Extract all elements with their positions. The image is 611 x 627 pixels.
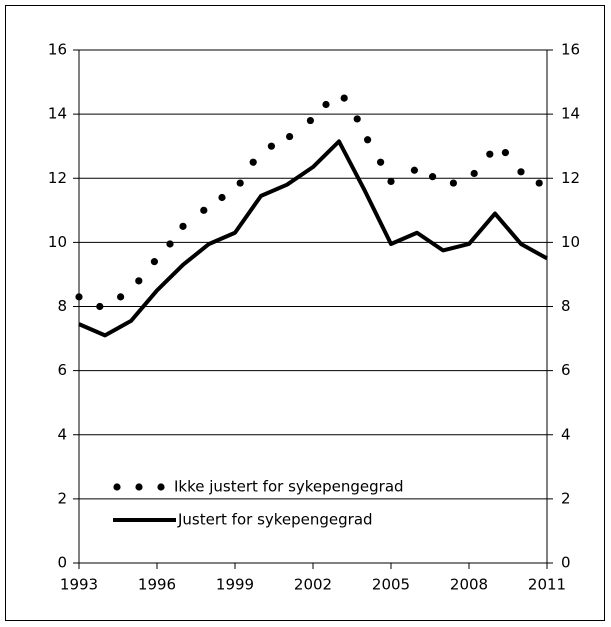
legend-label: Justert for sykepengegrad: [177, 511, 373, 529]
y2-tick-label: 16: [561, 41, 580, 59]
x-tick-label: 1999: [216, 576, 254, 594]
data-point: [470, 169, 478, 178]
data-point: [117, 293, 125, 301]
data-point: [267, 142, 275, 150]
data-point: [75, 293, 83, 301]
data-point: [200, 206, 208, 214]
data-line: [78, 139, 548, 338]
data-point: [486, 150, 494, 158]
data-point: [340, 94, 348, 102]
legend-marker: [113, 483, 121, 491]
data-point: [535, 179, 543, 187]
x-tick-label: 1993: [60, 576, 98, 594]
data-point: [150, 258, 158, 266]
data-point: [322, 100, 330, 109]
data-point: [410, 166, 418, 174]
y-tick-label: 0: [57, 554, 67, 572]
x-tick-label: 1996: [138, 576, 176, 594]
y-tick-label: 4: [57, 425, 67, 443]
data-point: [449, 179, 457, 187]
data-point: [306, 116, 314, 125]
data-point: [429, 173, 437, 181]
data-point: [236, 179, 244, 187]
data-point: [377, 158, 385, 166]
y2-tick-label: 2: [561, 489, 571, 507]
y2-tick-label: 6: [561, 361, 571, 379]
data-point: [166, 240, 174, 248]
x-tick-label: 2008: [450, 576, 488, 594]
y-tick-label: 14: [48, 105, 67, 123]
data-point: [387, 177, 395, 186]
data-point: [96, 302, 104, 311]
y-tick-label: 16: [48, 41, 67, 59]
data-point: [135, 277, 143, 285]
data-point: [353, 115, 361, 123]
y2-tick-label: 14: [561, 105, 580, 123]
data-point: [179, 222, 187, 230]
y-tick-label: 12: [48, 169, 67, 187]
y2-tick-label: 10: [561, 233, 580, 251]
y2-tick-label: 0: [561, 554, 571, 572]
legend-marker: [157, 483, 165, 491]
data-point: [286, 132, 294, 141]
data-point: [218, 193, 226, 202]
data-point: [501, 149, 509, 157]
legend-marker: [135, 483, 143, 491]
y-tick-label: 8: [57, 297, 67, 315]
frame: [5, 5, 605, 621]
y2-tick-label: 8: [561, 297, 571, 315]
y-tick-label: 6: [57, 361, 67, 379]
x-tick-label: 2002: [294, 576, 332, 594]
x-tick-label: 2005: [372, 576, 410, 594]
legend-label: Ikke justert for sykepengegrad: [174, 478, 404, 496]
y-tick-label: 10: [48, 233, 67, 251]
data-point: [517, 168, 525, 176]
x-tick-label: 2011: [528, 576, 566, 594]
y2-tick-label: 4: [561, 425, 571, 443]
y-tick-label: 2: [57, 489, 67, 507]
y2-tick-label: 12: [561, 169, 580, 187]
data-point: [364, 136, 372, 144]
data-point: [249, 158, 257, 166]
